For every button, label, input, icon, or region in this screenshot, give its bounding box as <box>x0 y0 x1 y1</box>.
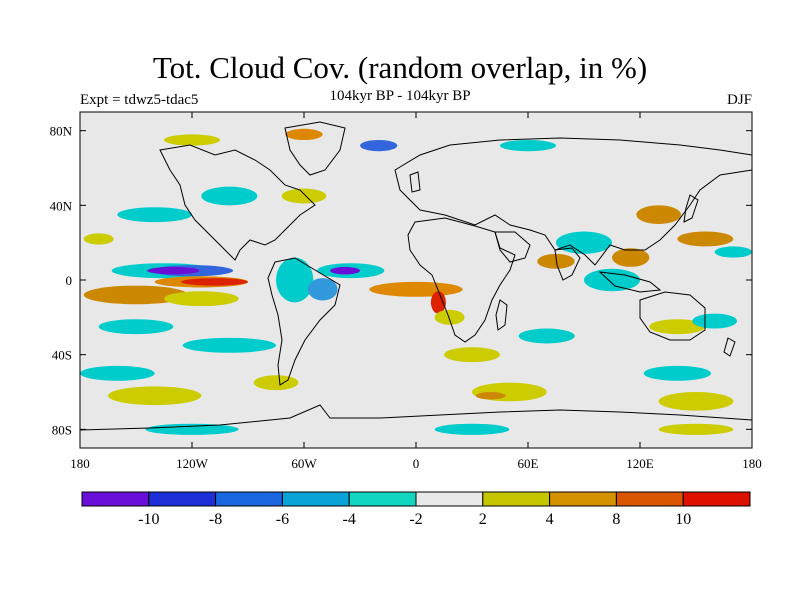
anomaly-region-40 <box>643 365 711 381</box>
colorbar-label-6: 4 <box>546 511 554 528</box>
anomaly-region-25 <box>584 268 640 292</box>
colorbar-label-1: -8 <box>209 511 222 528</box>
coastline-eurasia <box>394 137 752 266</box>
colorbar-swatch-6 <box>482 491 551 507</box>
anomaly-region-5 <box>83 285 189 305</box>
y-axis: 80N 40N 0 40S 80S <box>50 124 752 437</box>
colorbar-swatch-0 <box>81 491 150 507</box>
anomaly-region-6 <box>164 291 239 307</box>
anomaly-region-12 <box>430 291 446 314</box>
y-tick-label-4: 80S <box>52 422 72 437</box>
anomaly-region-19 <box>285 128 323 140</box>
anomaly-region-22 <box>556 231 612 254</box>
coastline-north-america <box>159 144 316 261</box>
anomaly-region-8 <box>330 266 361 275</box>
x-tick-label-4: 60E <box>518 456 539 471</box>
anomaly-region-31 <box>98 319 174 335</box>
anomaly-region-15 <box>117 207 192 223</box>
anomaly-region-41 <box>658 392 734 411</box>
y-tick-label-0: 80N <box>50 124 73 139</box>
map-subtitle: 104kyr BP - 104kyr BP <box>329 88 471 104</box>
anomaly-layer <box>80 128 752 435</box>
anomaly-region-2 <box>147 266 200 275</box>
anomaly-region-11 <box>369 281 463 297</box>
experiment-label: Expt = tdwz5-tdac5 <box>80 92 199 108</box>
anomaly-region-20 <box>360 140 398 152</box>
map-title: Tot. Cloud Cov. (random overlap, in %) <box>152 50 648 85</box>
anomaly-region-26 <box>636 205 682 225</box>
x-tick-label-6: 180 <box>742 456 762 471</box>
anomaly-region-27 <box>677 231 734 247</box>
coastline-new-zealand <box>723 337 736 357</box>
x-tick-label-1: 120W <box>176 456 209 471</box>
y-tick-label-1: 40N <box>50 198 73 213</box>
anomaly-region-34 <box>80 365 155 381</box>
colorbar-swatch-1 <box>148 491 217 507</box>
colorbar-swatch-7 <box>549 491 617 507</box>
x-tick-label-3: 0 <box>413 456 420 471</box>
x-axis: 180 120W 60W 0 60E 120E 180 <box>70 112 762 471</box>
coastline-australia <box>639 291 706 341</box>
colorbar-swatch-3 <box>281 491 350 507</box>
coastline-madagascar <box>495 299 508 331</box>
season-label: DJF <box>726 92 752 108</box>
y-tick-label-3: 40S <box>52 348 72 363</box>
colorbar-label-5: 2 <box>479 511 487 528</box>
anomaly-region-4 <box>180 278 248 286</box>
colorbar-label-4: -2 <box>409 511 422 528</box>
anomaly-region-28 <box>714 246 752 258</box>
coastline-uk <box>409 171 421 193</box>
anomaly-region-23 <box>537 253 575 269</box>
colorbar-label-8: 10 <box>675 511 691 528</box>
anomaly-region-37 <box>475 392 506 400</box>
anomaly-region-24 <box>612 248 650 267</box>
anomaly-region-17 <box>281 188 327 204</box>
anomaly-region-39 <box>253 375 299 391</box>
coastline-layer <box>80 121 752 431</box>
anomaly-region-32 <box>182 337 276 353</box>
coastline-india <box>554 247 581 281</box>
colorbar-swatch-4 <box>348 491 417 507</box>
coastline-south-america <box>267 257 341 386</box>
colorbar-swatch-9 <box>682 491 751 507</box>
y-tick-label-2: 0 <box>66 273 73 288</box>
anomaly-region-42 <box>145 423 239 435</box>
colorbar-label-0: -10 <box>138 511 159 528</box>
anomaly-region-13 <box>434 309 465 325</box>
colorbar-swatch-2 <box>215 491 283 507</box>
x-tick-label-5: 120E <box>626 456 654 471</box>
colorbar-swatch-5 <box>415 491 484 507</box>
anomaly-region-14 <box>83 233 114 245</box>
coastline-indonesia <box>598 271 662 293</box>
anomaly-region-18 <box>164 134 220 146</box>
anomaly-region-44 <box>658 423 734 435</box>
anomaly-region-43 <box>434 423 510 435</box>
colorbar: -10 -8 -6 -4 -2 2 4 8 10 <box>81 491 751 528</box>
anomaly-region-33 <box>518 328 575 344</box>
colorbar-label-7: 8 <box>612 511 620 528</box>
colorbar-label-3: -4 <box>343 511 356 528</box>
anomaly-region-35 <box>444 347 500 363</box>
x-tick-label-2: 60W <box>291 456 317 471</box>
anomaly-region-29 <box>649 319 706 335</box>
anomaly-region-16 <box>201 186 258 206</box>
colorbar-swatch-8 <box>615 491 684 507</box>
anomaly-region-9 <box>276 257 314 303</box>
anomaly-region-21 <box>500 140 556 152</box>
anomaly-region-10 <box>307 278 338 301</box>
coastline-arabia <box>494 231 531 263</box>
x-tick-label-0: 180 <box>70 456 90 471</box>
coastline-greenland <box>284 121 346 176</box>
anomaly-region-30 <box>692 313 738 329</box>
anomaly-region-38 <box>108 386 202 406</box>
colorbar-label-2: -6 <box>276 511 289 528</box>
coastline-antarctica <box>80 404 752 431</box>
coastline-japan <box>683 194 699 223</box>
